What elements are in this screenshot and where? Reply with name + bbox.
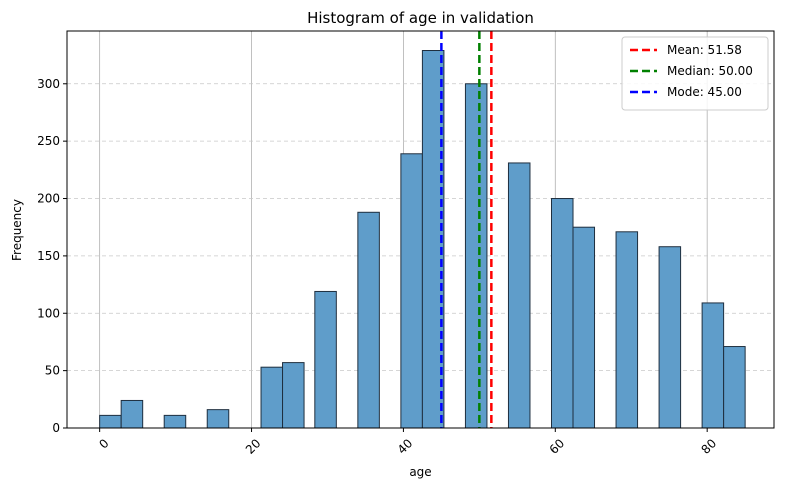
histogram-bar: [507, 162, 531, 429]
histogram-bar: [464, 83, 488, 429]
y-tick-label: 200: [37, 192, 60, 206]
histogram-bar: [120, 399, 144, 429]
y-axis-label: Frequency: [10, 199, 24, 261]
y-tick-label: 100: [37, 306, 60, 320]
histogram-bar: [260, 366, 284, 429]
histogram-bar: [282, 362, 305, 429]
legend-entry: Mean: 51.58: [667, 43, 742, 57]
histogram-bar: [723, 346, 746, 429]
histogram-bar: [400, 153, 423, 429]
histogram-bar: [615, 231, 639, 429]
x-tick-label: 0: [96, 436, 111, 451]
x-tick-label: 20: [243, 436, 264, 457]
y-tick-label: 0: [52, 421, 60, 435]
x-tick-label: 60: [547, 436, 568, 457]
y-tick-label: 250: [37, 134, 60, 148]
histogram-bar: [314, 290, 337, 429]
legend-box: [621, 36, 769, 111]
y-tick-label: 150: [37, 249, 60, 263]
legend-entry: Median: 50.00: [667, 64, 753, 78]
histogram-bar: [572, 226, 596, 429]
x-axis-label: age: [409, 465, 431, 479]
legend: Mean: 51.58 Median: 50.00 Mode: 45.00: [621, 36, 769, 111]
y-tick-label: 300: [37, 77, 60, 91]
histogram-bar: [658, 246, 682, 429]
histogram-bar: [701, 302, 725, 429]
histogram-bar: [550, 198, 574, 429]
histogram-bar: [99, 414, 122, 429]
x-tick-label: 80: [699, 436, 720, 457]
y-tick-label: 50: [45, 364, 60, 378]
x-tick-label: 40: [395, 436, 416, 457]
plot-area: [66, 30, 775, 429]
histogram-bar: [163, 414, 187, 429]
legend-entry: Mode: 45.00: [667, 85, 742, 99]
histogram-bar: [357, 211, 380, 429]
chart-title: Histogram of age in validation: [307, 9, 534, 27]
histogram-bar: [206, 409, 230, 429]
